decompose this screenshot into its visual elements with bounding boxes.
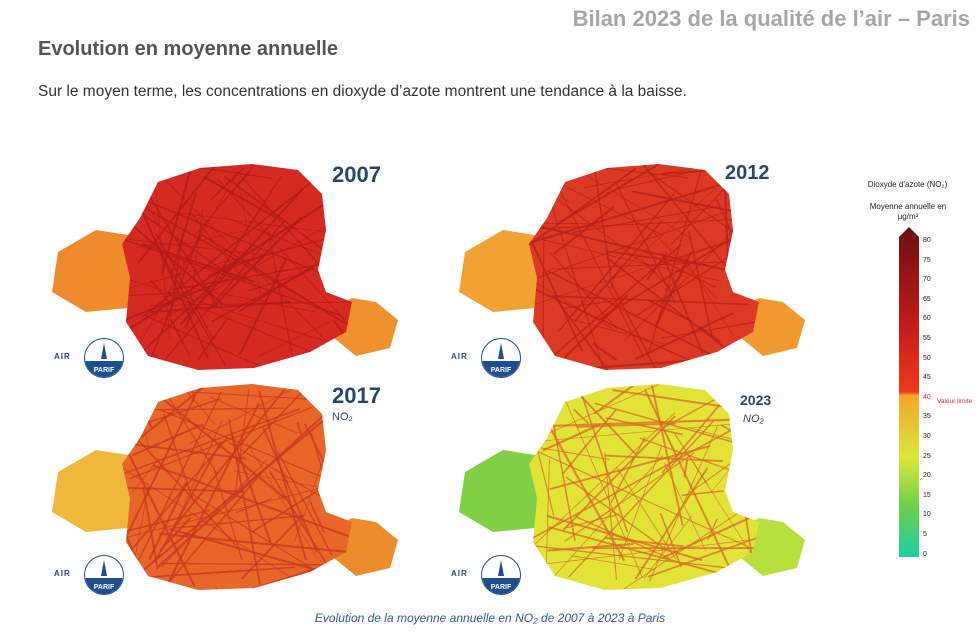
paris-map-2023 [459,384,805,590]
logo-prefix: AIR [451,352,468,361]
limit-value-label: Valeur limite [937,398,973,405]
legend-tick: 30 [923,433,931,440]
logo-name: PARIF [93,584,115,591]
legend-color-bar [899,227,919,557]
year-label-2023: 2023 [740,392,772,408]
figure-caption: Evolution de la moyenne annuelle en NO₂ … [314,611,666,625]
logo-name: PARIF [490,367,512,374]
map-panel-2023: 2023 NO₂ AIR PARIF [437,380,837,595]
legend-tick: 60 [923,315,931,323]
legend-tick: 20 [923,472,931,480]
section-title: Evolution en moyenne annuelle [38,38,339,60]
year-label-2007: 2007 [332,162,381,187]
intro-paragraph: Sur le moyen terme, les concentrations e… [38,83,687,100]
year-label-2017: 2017 [332,383,381,408]
report-header-title: Bilan 2023 de la qualité de l’air – Pari… [572,6,970,31]
paris-map-2007 [52,164,398,370]
logo-prefix: AIR [54,352,71,361]
legend-title: Dioxyde d’azote (NO₂) [867,180,948,189]
legend-tick: 75 [923,256,931,264]
legend-tick: 40 [923,393,931,401]
map-panel-2012: 2012 AIR PARIF [437,160,837,378]
legend-tick: 80 [923,237,931,244]
map-panel-2017: 2017 NO₂ AIR PARIF [30,380,430,595]
pollutant-label-2023: NO₂ [743,413,764,425]
airparif-logo: AIR PARIF [445,555,525,595]
logo-name: PARIF [93,367,115,374]
pollutant-label-2017: NO₂ [332,411,353,423]
legend-tick: 70 [923,276,931,284]
legend-tick: 50 [923,354,931,362]
legend-subtitle: Moyenne annuelle en µg/m³ [869,202,947,221]
legend-tick: 55 [923,335,931,342]
logo-prefix: AIR [54,569,71,578]
airparif-logo: AIR PARIF [445,338,525,378]
logo-name: PARIF [490,584,512,591]
paris-map-2012 [459,164,805,370]
legend-tick: 15 [923,491,931,499]
legend-tick: 65 [923,295,931,303]
legend-tick: 25 [923,452,931,460]
legend-tick: 35 [923,413,931,421]
airparif-logo: AIR PARIF [48,555,128,595]
airparif-logo: AIR PARIF [48,338,128,378]
legend-tick: 45 [923,374,931,382]
year-label-2012: 2012 [725,162,770,184]
paris-map-2017 [52,384,398,590]
logo-prefix: AIR [451,569,468,578]
map-panel-2007: 2007 AIR PARIF [30,160,430,378]
legend-tick: 10 [923,511,931,519]
legend-tick: 5 [923,531,927,538]
legend-tick: 0 [923,550,927,558]
color-scale-legend: Dioxyde d’azote (NO₂) Moyenne annuelle e… [845,180,975,565]
